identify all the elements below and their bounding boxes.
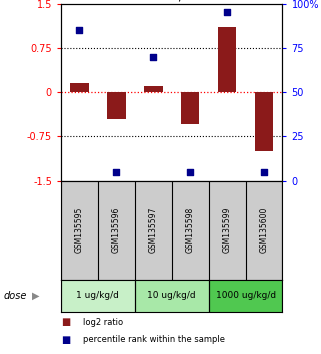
Text: GSM135596: GSM135596 (112, 207, 121, 253)
Text: ■: ■ (61, 318, 70, 327)
Bar (61, 280, 135, 312)
Bar (107, 92, 126, 119)
Bar (135, 181, 172, 280)
Bar (255, 92, 273, 151)
Bar (70, 83, 89, 92)
Text: ▶: ▶ (32, 291, 39, 301)
Bar (61, 181, 98, 280)
Point (224, 10, 230, 15)
Bar (218, 27, 236, 92)
Point (77, 27, 82, 33)
Text: log2 ratio: log2 ratio (83, 318, 124, 327)
Bar (135, 280, 209, 312)
Point (114, 169, 119, 175)
Text: percentile rank within the sample: percentile rank within the sample (83, 335, 225, 344)
Bar (98, 181, 135, 280)
Bar (144, 86, 162, 92)
Text: 1 ug/kg/d: 1 ug/kg/d (76, 291, 119, 300)
Bar (172, 181, 209, 280)
Text: GSM135595: GSM135595 (75, 207, 84, 253)
Text: ■: ■ (61, 335, 70, 344)
Text: dose: dose (3, 291, 27, 301)
Text: GSM135598: GSM135598 (186, 207, 195, 253)
Text: GSM135600: GSM135600 (259, 207, 269, 253)
Text: 1000 ug/kg/d: 1000 ug/kg/d (215, 291, 276, 300)
Bar (209, 181, 246, 280)
Bar (181, 92, 199, 125)
Bar (209, 280, 282, 312)
Bar (246, 181, 282, 280)
Point (151, 54, 156, 59)
Text: 10 ug/kg/d: 10 ug/kg/d (147, 291, 196, 300)
Text: GSM135597: GSM135597 (149, 207, 158, 253)
Point (187, 169, 193, 175)
Point (261, 169, 266, 175)
Text: GSM135599: GSM135599 (222, 207, 232, 253)
Title: GDS2924 / 15171: GDS2924 / 15171 (116, 0, 227, 2)
